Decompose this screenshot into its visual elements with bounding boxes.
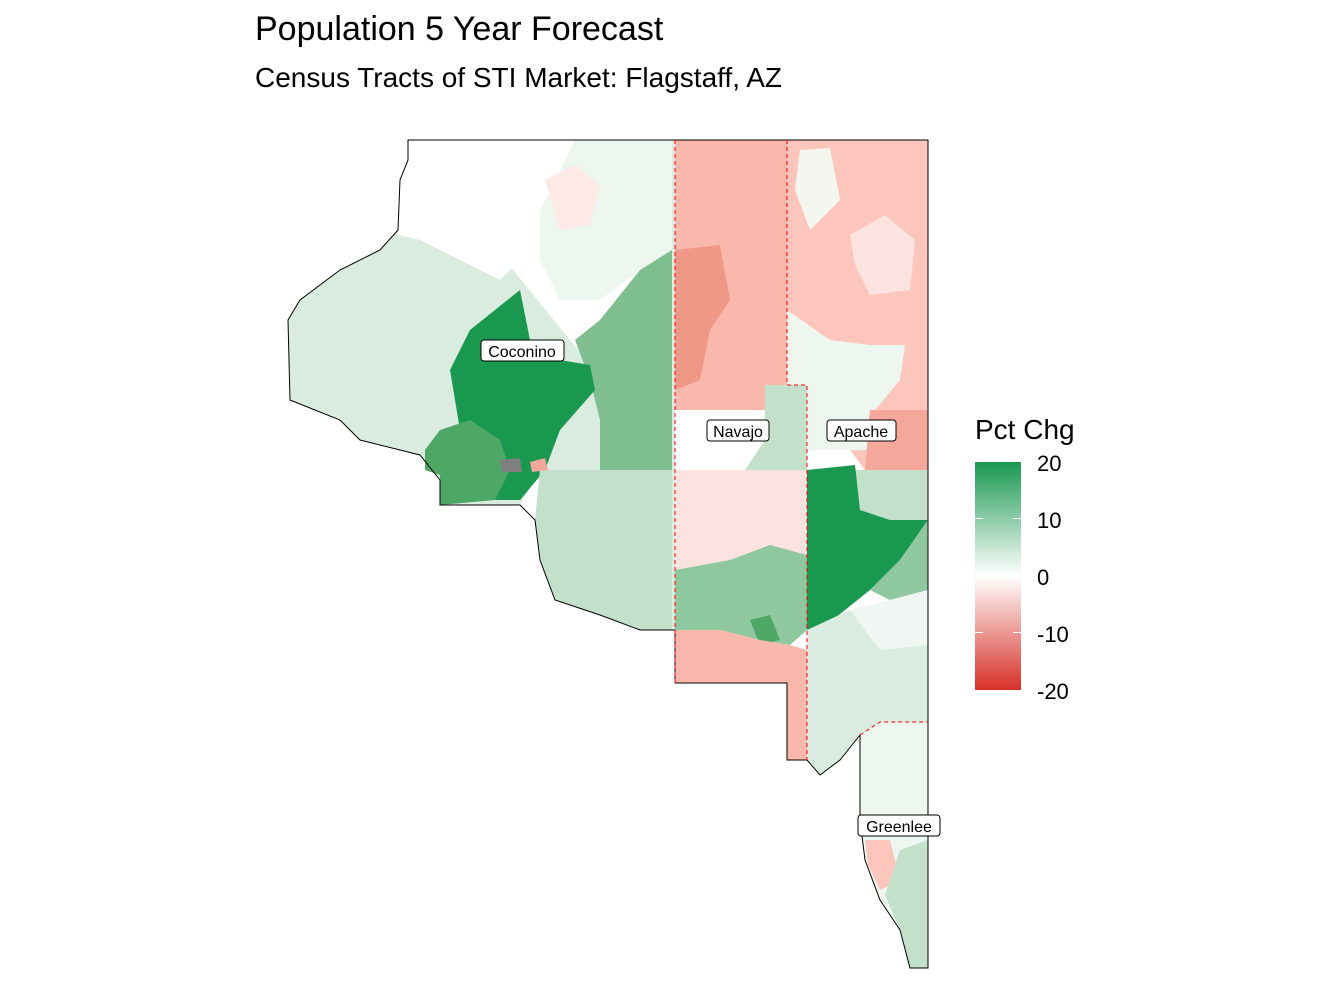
- navajo-south-pink: [675, 630, 807, 760]
- county-label-coconino: Coconino: [480, 339, 565, 362]
- svg-text:Greenlee: Greenlee: [866, 819, 932, 836]
- legend-tick-label: -10: [1037, 622, 1069, 647]
- legend-tick-label: 10: [1037, 508, 1062, 533]
- coconino-east-tract: [575, 250, 672, 470]
- legend-tick-label: 20: [1037, 451, 1062, 476]
- coconino-south-tract: [535, 470, 672, 630]
- apache-lower-white: [850, 590, 928, 650]
- coconino-southwest-tracts: [425, 420, 510, 505]
- navajo-south-green: [675, 545, 807, 645]
- svg-text:Apache: Apache: [834, 424, 888, 441]
- coconino-pink-tract: [530, 458, 548, 472]
- apache-yellowish-tract: [795, 148, 840, 230]
- apache-green-core: [807, 465, 928, 630]
- navajo-center-green: [745, 385, 807, 470]
- legend-tick-label: -20: [1037, 679, 1069, 704]
- legend-title: Pct Chg: [975, 414, 1075, 445]
- coconino-north-white: [398, 140, 575, 280]
- navajo-green-highlight: [750, 615, 780, 645]
- apache-white-tract: [787, 310, 905, 450]
- navajo-dark-pink: [675, 245, 730, 390]
- greenlee-south-green: [885, 840, 928, 968]
- map-title: Population 5 Year Forecast: [255, 10, 664, 48]
- apache-south-tract: [807, 610, 928, 775]
- apache-mid-green: [870, 520, 928, 600]
- county-label-greenlee: Greenlee: [857, 814, 941, 837]
- svg-text:Navajo: Navajo: [713, 424, 763, 441]
- county-label-apache: Apache: [826, 419, 897, 442]
- legend-tick-label: 0: [1037, 565, 1050, 590]
- coconino-no-data-tract: [500, 458, 522, 472]
- navajo-mid-pink: [675, 470, 807, 570]
- coconino-north-pink: [545, 165, 600, 230]
- legend-color-bar: [975, 462, 1021, 690]
- navajo-boundary: [674, 140, 808, 760]
- county-label-navajo: Navajo: [706, 419, 770, 442]
- greenlee-boundary: [859, 721, 928, 736]
- map-subtitle: Census Tracts of STI Market: Flagstaff, …: [255, 62, 782, 93]
- svg-text:Coconino: Coconino: [488, 344, 556, 361]
- apache-east-green: [855, 470, 928, 520]
- apache-light-tract: [850, 215, 915, 295]
- market-outline: [287, 139, 929, 969]
